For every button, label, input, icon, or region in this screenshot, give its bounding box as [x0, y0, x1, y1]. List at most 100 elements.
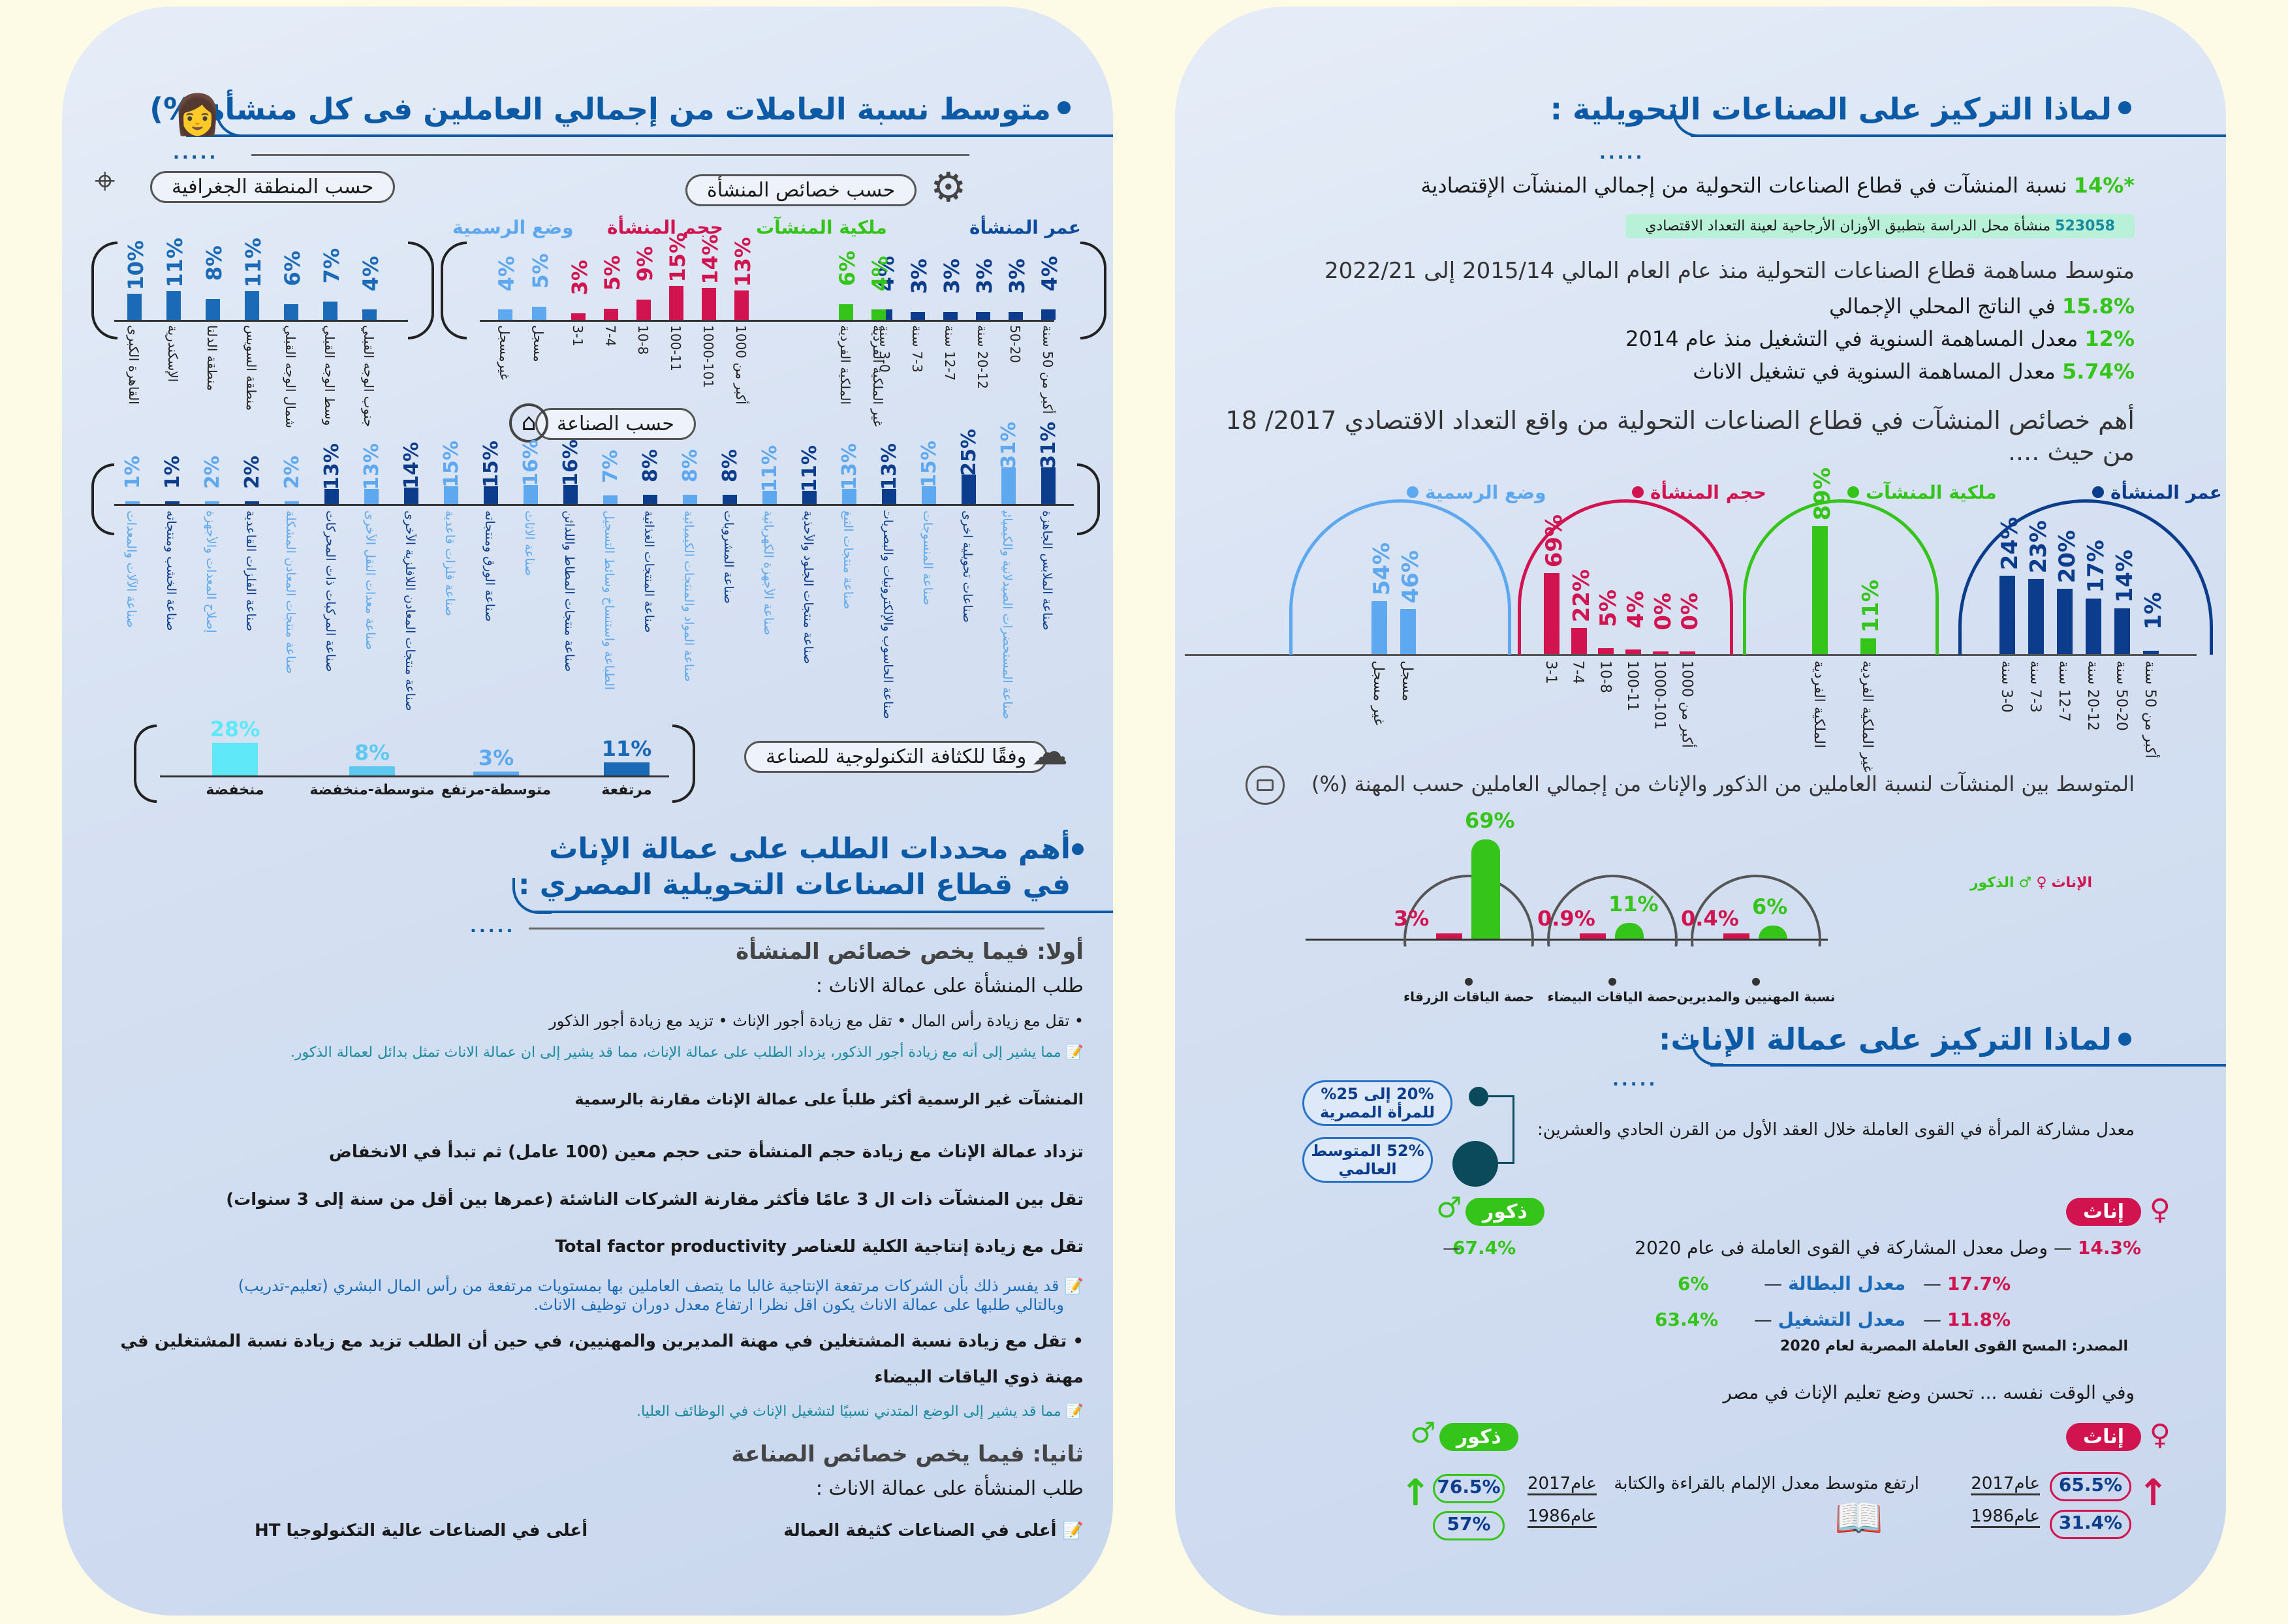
industry-bar [444, 486, 458, 504]
tech-baseline [160, 775, 669, 777]
industry-label: صناعة منتجات الجلود والأحذية [801, 510, 815, 664]
industry-bar [245, 501, 259, 504]
right-panel: لماذا التركيز على الصناعات التحويلية : .… [1175, 7, 2226, 1616]
arc-bar [1544, 572, 1559, 654]
arcs-chart: عمر المنشأة 24% 3-0 سنة 23% 7-3 سنة 20% 12-7 س… [1175, 467, 2226, 772]
legend-male: الذكور [1969, 875, 2014, 891]
arc-bar [1625, 649, 1641, 654]
cat-size: حجم المنشأة [607, 217, 723, 238]
location-pin-icon: ⌖ [95, 160, 116, 202]
industry-pct: 14% [400, 441, 423, 489]
cat-own: ملكية المنشآت [756, 217, 887, 238]
arc-title: عمر المنشأة [2110, 482, 2222, 503]
emp-male: 63.4% [1655, 1309, 1719, 1330]
bar-label: الملكية الفردية [838, 325, 853, 405]
male-badge-2: ذكور [1439, 1423, 1518, 1451]
bar-pct: 4% [494, 256, 519, 292]
bar [669, 285, 683, 320]
arc-bar [1812, 526, 1828, 654]
arc-bar-pct: 5% [1595, 589, 1622, 627]
avg-pct: 15.8% [2061, 294, 2135, 319]
bar-pct: 9% [633, 245, 657, 281]
part-female: 14.3% [2077, 1237, 2141, 1258]
title-underline [186, 134, 1113, 137]
bar [871, 309, 886, 320]
note-box: 523058 منشأة محل الدراسة بتطبيق الأوزان … [1625, 214, 2135, 238]
tech-label: منخفضة [206, 782, 264, 798]
small-circle [1469, 1087, 1488, 1106]
bar-pct: 3% [939, 258, 964, 294]
industry-label: صناعة الاثاث [522, 510, 537, 576]
arc-curve [1289, 499, 1511, 655]
occ-arc [1403, 875, 1534, 946]
bracket-right [408, 242, 434, 339]
bar [571, 313, 586, 320]
industry-pct: 16% [559, 439, 582, 487]
arc-bar-pct: 17% [2083, 540, 2109, 593]
bar [839, 304, 853, 320]
arc-title: حجم المنشأة [1650, 482, 1766, 503]
industry-bar [882, 488, 896, 504]
arc-bar [1680, 651, 1696, 654]
bar-label: 12-7 سنة [942, 325, 958, 381]
industry-label: صناعة المستحضرات الصيدلانية والكيميائية [1000, 510, 1014, 719]
bar-pct: 14% [698, 234, 723, 285]
industry-pct: 13% [321, 443, 343, 490]
bar [702, 288, 716, 320]
bar [532, 307, 546, 320]
arc-bar-label: 100-11 [1624, 661, 1640, 711]
industry-pct: 16% [520, 439, 542, 487]
industry-pct: 13% [838, 443, 861, 490]
factory-icon: ⌂ [509, 403, 548, 443]
bar-pct: 11% [163, 238, 187, 288]
chars-baseline [480, 320, 1054, 322]
industry-pct: 31% [1037, 422, 1060, 469]
tech-pct: 28% [210, 716, 260, 742]
male-badge: ذكور [1465, 1198, 1544, 1226]
bar-label: 3-0 سنة [877, 325, 892, 373]
industry-pct: 11% [798, 445, 821, 493]
big-circle [1452, 1141, 1498, 1187]
bar-label: 7-4 [603, 325, 618, 347]
reading-person-icon: 📖 [1834, 1495, 1883, 1541]
occ-male-bar [1471, 839, 1500, 939]
bar [734, 290, 749, 320]
line-managers-1: • تقل مع زيادة نسبة المشتغلين في مهنة ال… [120, 1332, 1084, 1351]
bar-label: 20-12 سنة [975, 325, 990, 389]
region-chart: 4% جنوب الوجه القبلي 7% وسط الوجه القبلي 6% ش… [88, 238, 428, 428]
note-2-2: وبالتالي طلبها على عمالة الاناث يكون اقل… [533, 1296, 1064, 1314]
industry-bar [643, 494, 657, 504]
chars-title: أهم خصائص المنشآت في قطاع الصناعات التحو… [1225, 406, 2135, 435]
arc-dot [1407, 486, 1418, 498]
industry-pct: 25% [958, 429, 980, 476]
occ-female-bar [1580, 933, 1606, 939]
industry-chart: 31% صناعة الملابس الجاهزة 31% صناعة المستحض… [95, 422, 1100, 725]
dots-decoration: ..... [1612, 1070, 1658, 1090]
industry-bar [563, 485, 578, 504]
demand-title-2: في قطاع الصناعات التحويلية المصري : [518, 868, 1071, 901]
industry-baseline [114, 504, 1074, 506]
arc-bar-label: 3-1 [1543, 661, 1559, 684]
tech-label: متوسطة-منخفضة [309, 782, 435, 798]
industry-bar [524, 485, 538, 504]
industry-label: إصلاح المعدات والأجهزة [204, 510, 218, 633]
industry-pct: 8% [719, 448, 742, 482]
industry-label: صناعات تحويلية اخرى [960, 510, 975, 623]
note-1-text: مما يشير إلى أنه مع زيادة أجور الذكور، ي… [290, 1044, 1061, 1061]
industry-pct: 2% [281, 456, 304, 489]
emp-row: 11.8% — معدل التشغيل — [1753, 1309, 2011, 1330]
occ-dot [1465, 978, 1473, 986]
cat-formal: وضع الرسمية [452, 217, 574, 238]
industry-label: صناعة منتجات المطاط واللدائن [562, 510, 576, 672]
industry-bar [922, 486, 936, 504]
bracket-left [441, 242, 467, 339]
divider [251, 154, 969, 156]
industry-bar [125, 501, 140, 504]
avg-text: معدل المساهمة السنوية في التشغيل منذ عام… [1625, 326, 2078, 351]
unemp-label: معدل البطالة [1788, 1273, 1906, 1294]
arc-bar-pct: 11% [1858, 579, 1884, 633]
emp-female: 11.8% [1947, 1309, 2011, 1330]
cloud-tech-icon: ☁ [1031, 731, 1068, 773]
bar-label: أكبر من 1000 [733, 325, 749, 405]
arc-bar [1400, 609, 1416, 654]
